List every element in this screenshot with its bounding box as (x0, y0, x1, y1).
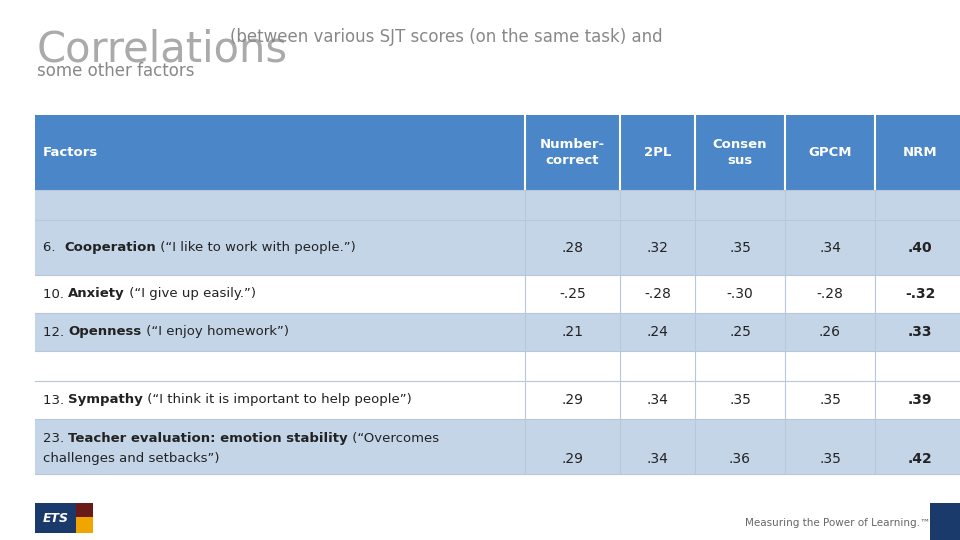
Text: (“I think it is important to help people”): (“I think it is important to help people… (143, 394, 412, 407)
Text: some other factors: some other factors (37, 62, 195, 80)
Text: 10.: 10. (43, 287, 68, 300)
Text: NRM: NRM (902, 146, 937, 159)
Text: .36: .36 (729, 451, 751, 465)
Text: Correlations: Correlations (37, 28, 288, 70)
Text: .35: .35 (819, 393, 841, 407)
Text: .21: .21 (562, 325, 584, 339)
Text: -.32: -.32 (905, 287, 935, 301)
Text: -.28: -.28 (644, 287, 671, 301)
Text: 2PL: 2PL (644, 146, 671, 159)
Text: .29: .29 (562, 393, 584, 407)
Text: (“Overcomes: (“Overcomes (348, 432, 439, 445)
Text: Measuring the Power of Learning.™: Measuring the Power of Learning.™ (745, 518, 930, 528)
Text: .34: .34 (647, 393, 668, 407)
Bar (35, 115, 960, 190)
Text: Sympathy: Sympathy (68, 394, 143, 407)
Text: .35: .35 (729, 240, 751, 254)
Bar (35, 275, 960, 313)
Text: Openness: Openness (68, 326, 142, 339)
Text: (“I like to work with people.”): (“I like to work with people.”) (156, 241, 355, 254)
Text: .35: .35 (729, 393, 751, 407)
Text: Number-
correct: Number- correct (540, 138, 605, 166)
Text: (“I give up easily.”): (“I give up easily.”) (125, 287, 256, 300)
Text: .40: .40 (908, 240, 932, 254)
Text: -.30: -.30 (727, 287, 754, 301)
Text: 12.: 12. (43, 326, 68, 339)
Text: .42: .42 (907, 451, 932, 465)
Text: .35: .35 (819, 451, 841, 465)
Text: 13.: 13. (43, 394, 68, 407)
Bar (35, 381, 960, 419)
Text: -.25: -.25 (559, 287, 586, 301)
Bar (35, 313, 960, 351)
Text: 6.: 6. (43, 241, 64, 254)
Text: Cooperation: Cooperation (64, 241, 156, 254)
Text: .24: .24 (647, 325, 668, 339)
Text: .34: .34 (819, 240, 841, 254)
Text: Consen
sus: Consen sus (712, 138, 767, 166)
Text: .28: .28 (562, 240, 584, 254)
Bar (35, 220, 960, 275)
Text: .25: .25 (729, 325, 751, 339)
Bar (76, 516, 93, 533)
Bar (930, 503, 960, 540)
Text: GPCM: GPCM (808, 146, 852, 159)
Text: .26: .26 (819, 325, 841, 339)
Bar (76, 503, 93, 516)
Bar (35, 190, 960, 220)
Text: .34: .34 (647, 451, 668, 465)
Text: (between various SJT scores (on the same task) and: (between various SJT scores (on the same… (230, 28, 662, 46)
Text: .29: .29 (562, 451, 584, 465)
Text: 23.: 23. (43, 432, 68, 445)
Text: (“I enjoy homework”): (“I enjoy homework”) (142, 326, 289, 339)
Text: Factors: Factors (43, 146, 98, 159)
Bar (35, 503, 76, 533)
Text: Anxiety: Anxiety (68, 287, 125, 300)
Text: .39: .39 (908, 393, 932, 407)
Text: .33: .33 (908, 325, 932, 339)
Text: -.28: -.28 (817, 287, 844, 301)
Bar (35, 351, 960, 381)
Text: Teacher evaluation: emotion stability: Teacher evaluation: emotion stability (68, 432, 348, 445)
Text: ETS: ETS (42, 511, 68, 524)
Text: .32: .32 (647, 240, 668, 254)
Text: challenges and setbacks”): challenges and setbacks”) (43, 452, 220, 465)
Bar (35, 419, 960, 474)
